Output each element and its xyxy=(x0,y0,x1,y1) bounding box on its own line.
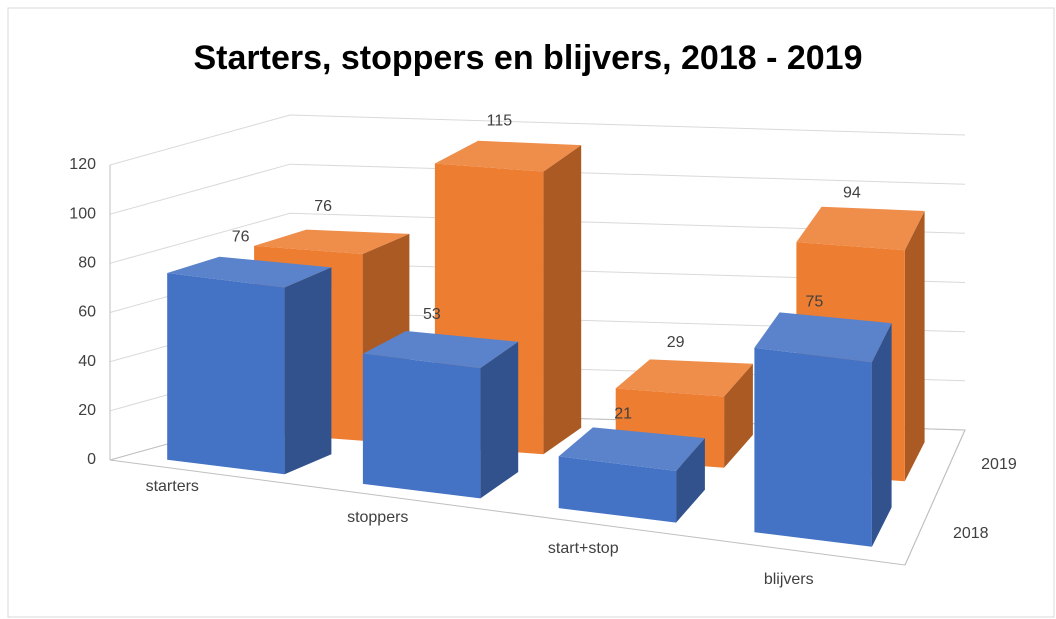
bar-front xyxy=(558,456,677,523)
bar-top xyxy=(558,427,705,471)
data-label: 76 xyxy=(314,198,332,215)
legend-label: 2019 xyxy=(981,456,1017,473)
bar xyxy=(754,312,892,547)
y-tick-label: 120 xyxy=(69,156,96,173)
bar xyxy=(362,331,519,499)
bar-top xyxy=(754,312,892,363)
grid-line xyxy=(109,212,966,264)
x-tick-label: stoppers xyxy=(347,509,408,526)
grid-line xyxy=(109,163,966,215)
bar xyxy=(434,140,582,455)
bar-side xyxy=(284,267,332,475)
x-tick-label: starters xyxy=(146,478,199,495)
bar-side xyxy=(480,341,519,499)
y-tick-label: 20 xyxy=(78,402,96,419)
data-label: 21 xyxy=(614,405,632,422)
bar-top xyxy=(615,359,753,397)
bar-front xyxy=(362,353,481,499)
grid-line xyxy=(109,114,966,166)
bar-top xyxy=(362,331,519,369)
y-tick-label: 40 xyxy=(78,353,96,370)
data-label: 115 xyxy=(487,112,513,129)
x-tick-label: start+stop xyxy=(548,540,619,557)
bar-top xyxy=(254,229,410,254)
data-label: 53 xyxy=(423,306,441,323)
y-tick-label: 60 xyxy=(78,304,96,321)
data-label: 75 xyxy=(805,294,823,311)
chart-title: Starters, stoppers en blijvers, 2018 - 2… xyxy=(193,39,862,77)
bar xyxy=(558,427,705,523)
y-tick-label: 100 xyxy=(69,205,96,222)
bar-top xyxy=(796,206,925,251)
bar-side xyxy=(904,211,925,482)
bar xyxy=(167,256,332,475)
data-label: 76 xyxy=(232,228,250,245)
bar-side xyxy=(676,438,705,523)
bar-front xyxy=(754,347,872,547)
depth-axis xyxy=(904,429,966,566)
bar-front xyxy=(167,273,285,475)
y-tick-label: 80 xyxy=(78,255,96,272)
bar-side xyxy=(724,363,753,468)
bar-side xyxy=(871,323,892,547)
bar-top xyxy=(434,140,582,172)
y-tick-label: 0 xyxy=(87,451,96,468)
bar-top xyxy=(167,256,332,288)
data-label: 94 xyxy=(843,185,861,202)
x-tick-label: blijvers xyxy=(764,571,814,588)
bar-side xyxy=(543,145,582,455)
legend-label: 2018 xyxy=(953,525,989,542)
data-label: 29 xyxy=(667,334,685,351)
